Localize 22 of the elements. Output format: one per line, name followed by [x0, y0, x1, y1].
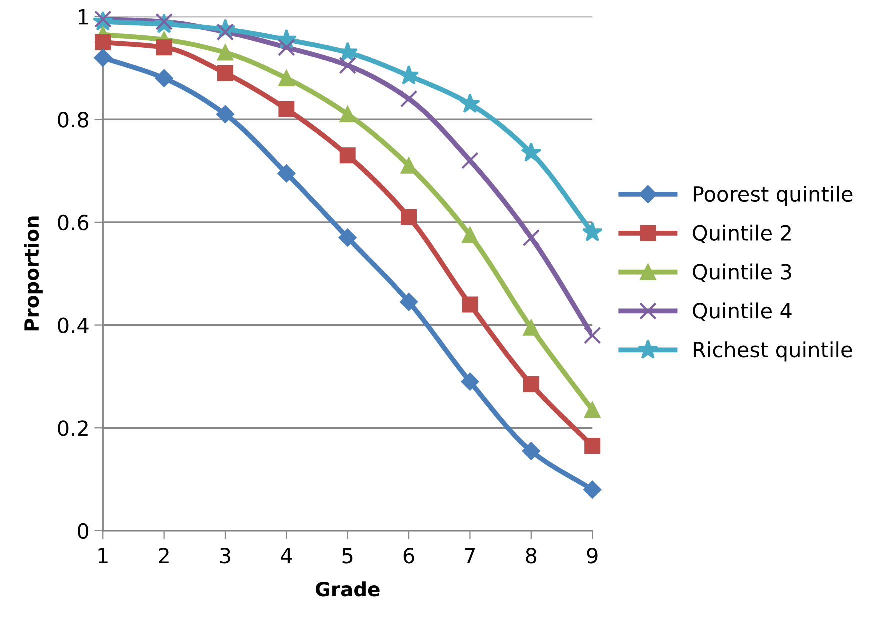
- x-tick-label: 2: [159, 548, 169, 564]
- legend-label: Richest quintile: [694, 342, 852, 362]
- x-axis-title: Grade: [316, 582, 380, 597]
- x-tick-label: 9: [587, 548, 598, 564]
- x-tick-label: 5: [342, 548, 353, 564]
- legend-label: Quintile 4: [693, 302, 792, 322]
- y-tick-label: 0.8: [58, 112, 89, 128]
- y-tick-label: 1: [78, 9, 88, 25]
- x-tick-label: 1: [98, 548, 108, 564]
- legend-label: Quintile 2: [693, 224, 791, 244]
- x-tick-label: 6: [404, 548, 414, 564]
- y-tick-label: 0.6: [58, 214, 89, 231]
- x-tick-label: 4: [281, 548, 292, 564]
- y-tick-label: 0.4: [58, 318, 89, 334]
- x-tick-label: 3: [220, 548, 230, 564]
- y-axis-title: Proportion: [24, 216, 43, 331]
- legend-label: Quintile 3: [693, 264, 792, 282]
- x-tick-label: 7: [465, 548, 476, 564]
- legend-label: Poorest quintile: [694, 186, 853, 206]
- y-tick-label: 0.2: [58, 420, 88, 436]
- x-tick-label: 8: [526, 548, 537, 564]
- y-tick-label: 0: [78, 523, 89, 540]
